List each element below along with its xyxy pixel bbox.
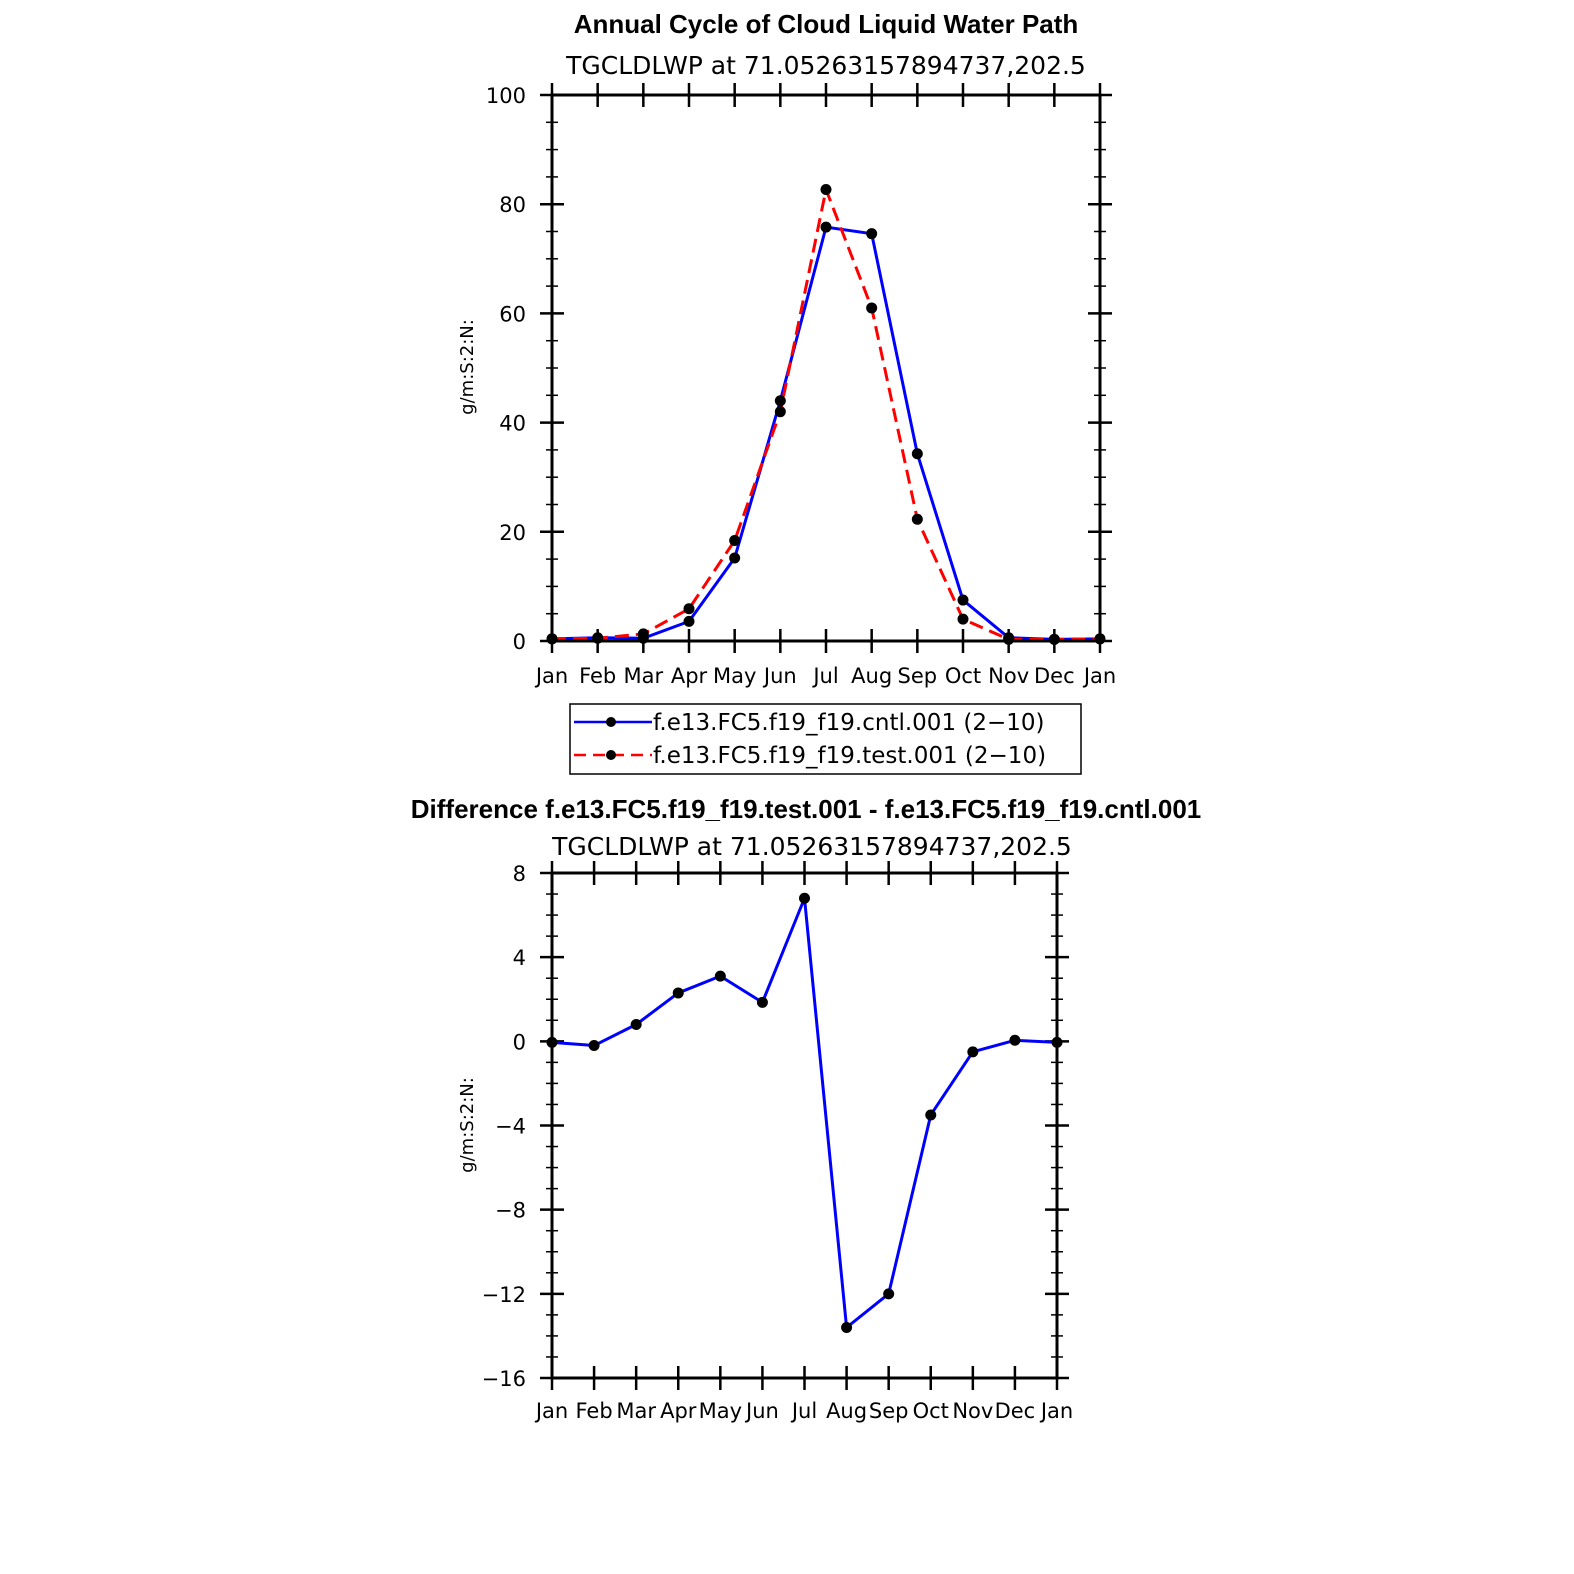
legend-label-test: f.e13.FC5.f19_f19.test.001 (2−10) [653,743,1046,769]
y-axis-label: g/m:S:2:N: [457,319,478,415]
x-tick-label: May [699,1399,742,1423]
series-line-1 [551,187,1101,641]
chart-subtitle: TGCLDLWP at 71.05263157894737,202.5 [551,832,1072,861]
annual-cycle-chart: Annual Cycle of Cloud Liquid Water Path … [457,9,1116,775]
data-point [957,613,969,625]
x-tick-label: Oct [913,1399,949,1423]
data-point [672,987,684,999]
y-tick-label: 80 [499,193,526,217]
y-tick-label: −16 [482,1367,526,1391]
y-tick-label: 100 [486,84,526,108]
data-point [714,970,726,982]
legend: f.e13.FC5.f19_f19.cntl.001 (2−10) f.e13.… [569,703,1082,775]
series-line-0 [551,225,1101,641]
x-tick-label: Apr [660,1399,697,1423]
x-tick-labels: Jan Feb Mar Apr May Jun Jul Aug Sep Oct Nov Dec Jan [534,1399,1073,1423]
axis-ticks [540,861,1069,1390]
plot-frame [550,93,1102,643]
data-point [866,228,878,240]
x-tick-label: Aug [826,1399,867,1423]
data-point [799,892,810,904]
y-tick-labels: 0 20 40 60 80 100 [486,84,526,654]
data-point [1003,633,1015,645]
data-point [866,302,878,314]
axis-ticks [540,83,1112,653]
data-point [1048,633,1060,645]
y-tick-label: 8 [513,862,526,886]
x-tick-label: Mar [624,664,664,688]
data-point [683,603,695,615]
x-tick-label: Jun [744,1399,779,1423]
legend-marker-test [606,750,616,760]
legend-marker-cntl [606,717,616,727]
y-tick-labels: −16 −12 −8 −4 0 4 8 [482,862,526,1391]
data-point [729,535,741,547]
y-tick-label: −8 [495,1199,526,1223]
data-point [883,1288,895,1300]
x-tick-label: Feb [579,664,616,688]
data-point [637,628,649,640]
data-point [630,1019,642,1030]
data-point [774,406,786,418]
plot-series [546,183,1106,645]
x-tick-label: Jun [762,664,797,688]
x-tick-label: Jul [790,1399,817,1423]
data-point [683,615,695,627]
x-tick-label: Jan [1039,1399,1073,1423]
data-point [1009,1034,1021,1046]
x-tick-label: Jul [811,664,838,688]
y-tick-label: 4 [513,946,526,970]
data-point [967,1046,979,1058]
y-tick-label: 40 [499,412,526,436]
y-tick-label: −12 [482,1283,526,1307]
x-tick-label: Jan [1082,664,1116,688]
chart-title: Annual Cycle of Cloud Liquid Water Path [574,9,1079,39]
data-point [957,594,969,606]
legend-label-cntl: f.e13.FC5.f19_f19.cntl.001 (2−10) [653,710,1045,736]
y-tick-label: −4 [495,1115,526,1139]
y-axis-label: g/m:S:2:N: [457,1077,478,1173]
legend-box [569,703,1082,775]
y-tick-label: 0 [513,1030,526,1054]
x-tick-label: Nov [988,664,1029,688]
difference-chart: Difference f.e13.FC5.f19_f19.test.001 - … [411,794,1202,1423]
data-point [729,552,741,564]
x-tick-label: Feb [575,1399,612,1423]
plot-series [546,892,1063,1333]
series-line-0 [551,896,1058,1329]
x-tick-label: Dec [1034,664,1075,688]
data-point [588,1040,600,1052]
x-tick-label: Dec [995,1399,1036,1423]
chart-subtitle: TGCLDLWP at 71.05263157894737,202.5 [565,51,1086,80]
data-point [820,221,832,233]
data-point [756,996,768,1008]
x-tick-label: Apr [671,664,708,688]
x-tick-label: Sep [898,664,938,688]
x-tick-label: Mar [616,1399,656,1423]
x-tick-label: Oct [945,664,981,688]
x-tick-label: May [713,664,756,688]
x-tick-labels: Jan Feb Mar Apr May Jun Jul Aug Sep Oct Nov Dec Jan [534,664,1116,688]
data-point [774,395,786,407]
y-tick-label: 60 [499,302,526,326]
plot-frame [550,871,1059,1380]
x-tick-label: Nov [952,1399,993,1423]
x-tick-label: Jan [534,1399,568,1423]
x-tick-label: Sep [869,1399,909,1423]
x-tick-label: Aug [851,664,892,688]
x-tick-label: Jan [534,664,568,688]
data-point [925,1109,937,1121]
chart-title: Difference f.e13.FC5.f19_f19.test.001 - … [411,794,1202,824]
y-tick-label: 20 [499,521,526,545]
data-point [820,183,832,195]
data-point [841,1322,853,1333]
data-point [911,513,923,525]
data-point [911,448,923,460]
y-tick-label: 0 [513,630,526,654]
